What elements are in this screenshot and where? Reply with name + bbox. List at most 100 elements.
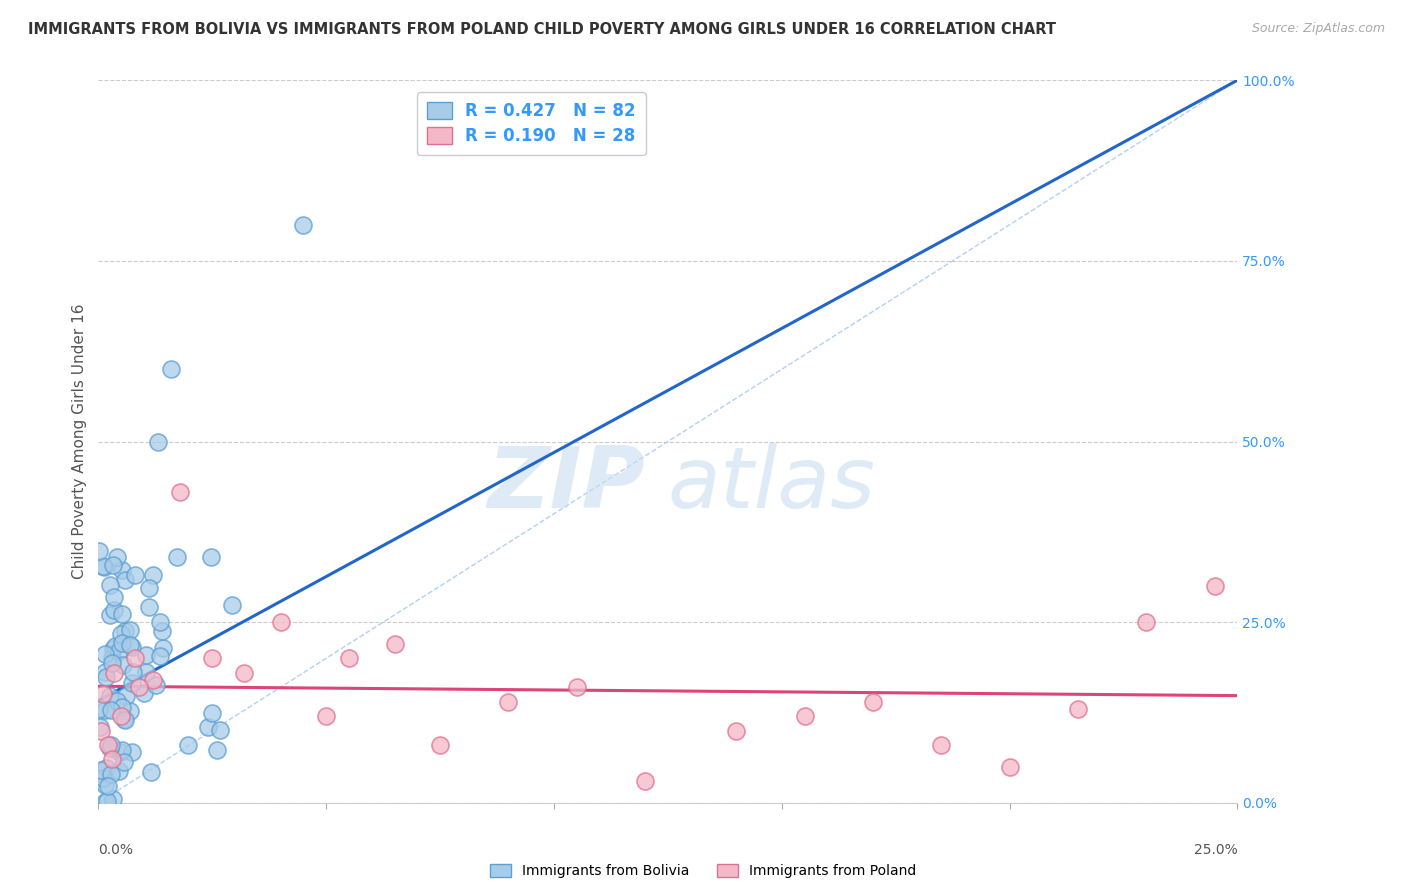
Point [87,702,110,716]
Point [429,738,451,752]
Point [105,550,128,565]
Point [101,792,124,806]
Point [101,650,124,665]
Point [135,665,157,679]
Point [114,573,136,587]
Point [149,648,172,663]
Text: 0.0%: 0.0% [98,843,134,857]
Legend: R = 0.427   N = 82, R = 0.190   N = 28: R = 0.427 N = 82, R = 0.190 N = 28 [416,92,645,155]
Point [114,624,136,639]
Point [103,603,125,617]
Point [384,637,406,651]
Point [101,657,124,671]
Point [101,642,124,657]
Point [96,793,118,807]
Point [93,560,115,574]
Point [146,434,169,449]
Point [90,763,112,777]
Point [138,581,160,595]
Point [197,720,219,734]
Point [498,695,520,709]
Point [138,599,160,614]
Text: ZIP: ZIP [488,443,645,526]
Point [1135,615,1157,630]
Point [91,772,114,786]
Point [111,657,134,672]
Point [107,764,129,779]
Point [94,778,117,792]
Point [121,676,143,690]
Text: 25.0%: 25.0% [1194,843,1237,857]
Point [221,599,243,613]
Point [142,568,165,582]
Point [110,627,132,641]
Point [98,578,121,592]
Point [120,704,142,718]
Point [111,563,134,577]
Point [105,694,128,708]
Point [94,761,117,775]
Point [1067,702,1090,716]
Point [634,774,657,789]
Point [124,568,146,582]
Point [337,651,360,665]
Point [135,648,157,662]
Point [121,665,143,679]
Point [94,670,117,684]
Point [100,704,122,718]
Point [114,756,136,770]
Text: IMMIGRANTS FROM BOLIVIA VS IMMIGRANTS FROM POLAND CHILD POVERTY AMONG GIRLS UNDE: IMMIGRANTS FROM BOLIVIA VS IMMIGRANTS FR… [28,22,1056,37]
Point [292,218,315,232]
Point [101,752,124,766]
Point [100,741,122,756]
Text: Source: ZipAtlas.com: Source: ZipAtlas.com [1251,22,1385,36]
Point [150,624,173,639]
Point [160,362,183,376]
Point [112,712,135,726]
Point [177,738,200,752]
Point [205,742,228,756]
Point [103,558,125,572]
Point [862,695,884,709]
Point [114,713,136,727]
Point [201,651,224,665]
Point [94,665,117,680]
Point [149,615,172,629]
Point [998,760,1021,774]
Point [87,544,110,558]
Legend: Immigrants from Bolivia, Immigrants from Poland: Immigrants from Bolivia, Immigrants from… [482,857,924,885]
Point [104,639,127,653]
Point [145,678,167,692]
Point [233,665,256,680]
Point [111,607,134,622]
Text: atlas: atlas [668,443,876,526]
Point [121,745,143,759]
Y-axis label: Child Poverty Among Girls Under 16: Child Poverty Among Girls Under 16 [72,304,87,579]
Point [100,738,122,752]
Point [120,623,142,637]
Point [96,738,118,752]
Point [91,687,114,701]
Point [94,647,117,661]
Point [134,686,156,700]
Point [103,665,125,680]
Point [142,673,165,687]
Point [91,559,114,574]
Point [111,636,134,650]
Point [565,680,588,694]
Point [929,738,952,752]
Point [98,690,121,704]
Point [94,703,117,717]
Point [725,723,748,738]
Point [111,742,134,756]
Point [118,638,141,652]
Point [90,723,112,738]
Point [115,690,138,704]
Point [270,615,292,630]
Point [111,700,134,714]
Point [94,796,117,810]
Point [201,706,224,720]
Point [97,779,120,793]
Point [110,745,132,759]
Point [200,549,222,564]
